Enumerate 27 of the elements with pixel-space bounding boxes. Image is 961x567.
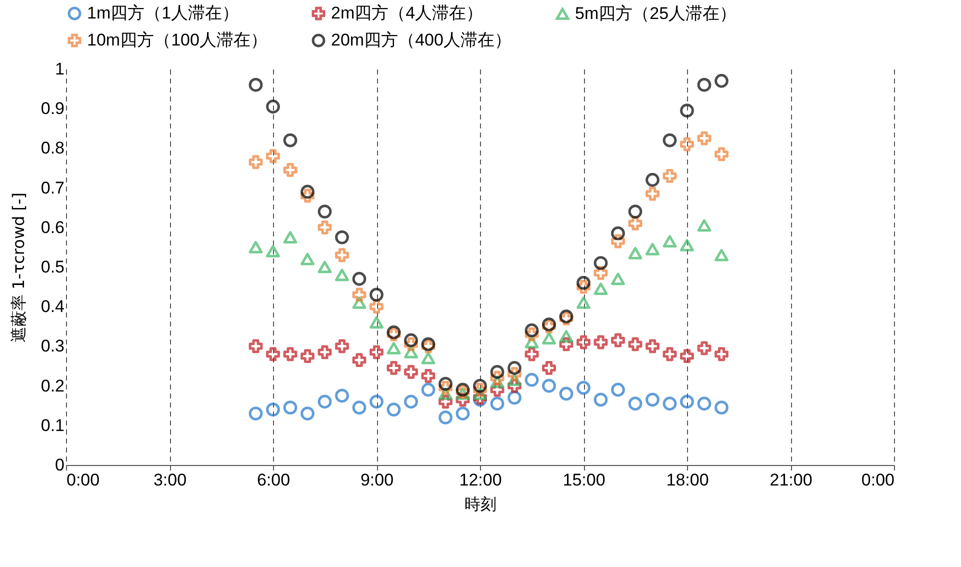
y-tick-label: 0.4 bbox=[40, 297, 64, 316]
legend-label: 10m四方（100人滞在） bbox=[87, 30, 268, 50]
y-tick-label: 0.6 bbox=[40, 218, 64, 237]
legend-label: 5m四方（25人滞在） bbox=[575, 4, 737, 23]
y-tick-label: 0.9 bbox=[40, 99, 64, 118]
x-tick-label: 3:00 bbox=[153, 470, 187, 490]
x-tick-label: 12:00 bbox=[459, 470, 502, 490]
x-tick-label: 0:00 bbox=[861, 470, 894, 490]
x-tick-label: 15:00 bbox=[562, 470, 606, 490]
y-tick-label: 0.8 bbox=[40, 138, 64, 158]
x-axis-title: 時刻 bbox=[464, 494, 496, 514]
x-tick-label: 6:00 bbox=[256, 470, 290, 490]
x-tick-label: 0:00 bbox=[66, 470, 100, 490]
y-tick-label: 1 bbox=[55, 60, 64, 78]
y-tick-label: 0.1 bbox=[40, 416, 64, 435]
y-tick-label: 0.3 bbox=[40, 336, 64, 356]
legend-label: 2m四方（4人滞在） bbox=[331, 4, 484, 23]
y-tick-label: 0.5 bbox=[40, 258, 64, 276]
y-tick-label: 0.7 bbox=[40, 178, 64, 198]
y-tick-label: 0 bbox=[55, 456, 64, 474]
x-tick-label: 21:00 bbox=[770, 470, 812, 490]
y-tick-label: 0.2 bbox=[40, 376, 64, 396]
y-axis-title: 遮蔽率 1-τcrowd [-] bbox=[8, 192, 28, 343]
legend-label: 1m四方（1人滞在） bbox=[87, 4, 240, 23]
legend-label: 20m四方（400人滞在） bbox=[331, 30, 512, 50]
x-tick-label: 18:00 bbox=[666, 470, 709, 490]
x-tick-label: 9:00 bbox=[360, 470, 394, 490]
